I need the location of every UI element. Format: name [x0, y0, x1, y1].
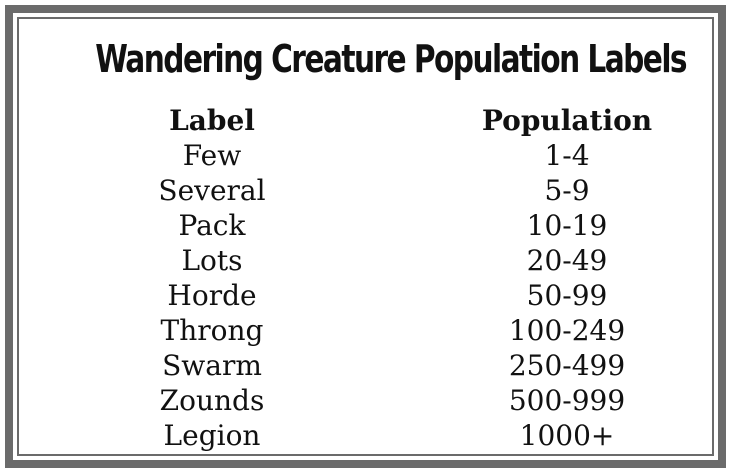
row-population: 1-4: [544, 139, 590, 172]
table-row: Swarm 250-499: [19, 348, 712, 383]
row-label: Swarm: [162, 349, 262, 382]
column-header-label: Label: [169, 104, 255, 137]
row-label: Throng: [160, 314, 264, 347]
row-population: 5-9: [544, 174, 590, 207]
row-population: 20-49: [526, 244, 608, 277]
table-header-row: Label Population: [19, 103, 712, 138]
table-row: Horde 50-99: [19, 278, 712, 313]
table-row: Several 5-9: [19, 173, 712, 208]
inner-border-frame: Wandering Creature Population Labels Lab…: [17, 17, 714, 456]
row-label: Horde: [167, 279, 257, 312]
table-row: Zounds 500-999: [19, 383, 712, 418]
table-row: Throng 100-249: [19, 313, 712, 348]
row-label: Legion: [163, 419, 261, 452]
row-label: Few: [182, 139, 242, 172]
table-row: Legion 1000+: [19, 418, 712, 453]
row-label: Lots: [181, 244, 243, 277]
table-row: Pack 10-19: [19, 208, 712, 243]
column-header-population: Population: [481, 104, 653, 137]
row-label: Zounds: [159, 384, 265, 417]
row-population: 50-99: [526, 279, 608, 312]
row-label: Pack: [178, 209, 246, 242]
row-population: 500-999: [508, 384, 626, 417]
row-population: 10-19: [526, 209, 608, 242]
page-title: Wandering Creature Population Labels: [95, 37, 687, 81]
row-population: 250-499: [508, 349, 626, 382]
row-population: 1000+: [519, 419, 615, 452]
table-row: Lots 20-49: [19, 243, 712, 278]
table-row: Few 1-4: [19, 138, 712, 173]
population-table: Label Population Few 1-4 Several 5-9 Pac…: [19, 103, 712, 453]
row-label: Several: [158, 174, 266, 207]
outer-border-frame: Wandering Creature Population Labels Lab…: [5, 5, 726, 468]
row-population: 100-249: [508, 314, 626, 347]
